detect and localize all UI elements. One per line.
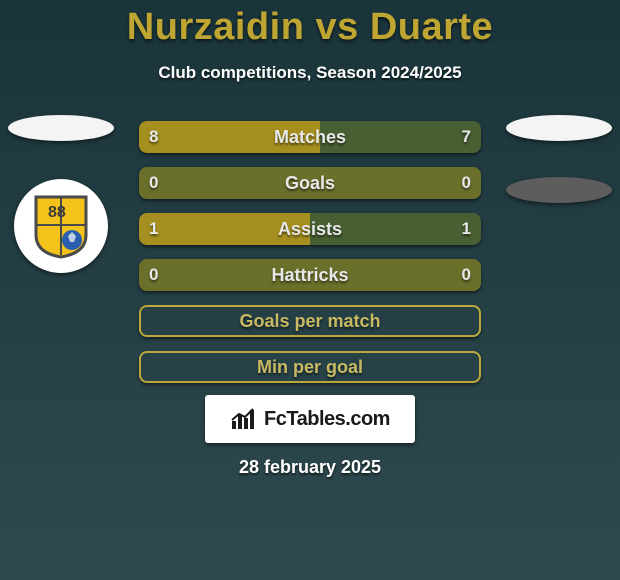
bar-left-fill	[139, 213, 310, 245]
stats-bars: Matches87 Goals00 Assists11 Hattricks00 Goal…	[139, 121, 481, 383]
badge-number: 88	[48, 204, 66, 221]
compare-area: 88 Matches87 Goals00 Assists11 Hattricks00 G…	[0, 121, 620, 383]
content-wrapper: Nurzaidin vs Duarte Club competitions, S…	[0, 0, 620, 580]
brand-badge: FcTables.com	[205, 395, 415, 443]
bar-right-fill	[310, 167, 481, 199]
vs-text: vs	[315, 6, 358, 48]
stat-row-empty-1: Min per goal	[139, 351, 481, 383]
bar-track	[139, 167, 481, 199]
player2-name: Duarte	[370, 6, 493, 48]
bar-right-fill	[310, 213, 481, 245]
bar-track	[139, 259, 481, 291]
right-player-column	[504, 115, 614, 203]
bar-right-fill	[310, 259, 481, 291]
bar-left-fill	[139, 259, 310, 291]
player1-club-badge: 88	[14, 179, 108, 273]
player2-photo-placeholder	[506, 115, 612, 141]
bar-track	[139, 213, 481, 245]
player1-photo-placeholder	[8, 115, 114, 141]
player2-club-placeholder	[506, 177, 612, 203]
bar-track	[139, 121, 481, 153]
stat-row-hattricks: Hattricks00	[139, 259, 481, 291]
player1-name: Nurzaidin	[127, 6, 305, 48]
bar-left-fill	[139, 121, 320, 153]
stat-row-goals: Goals00	[139, 167, 481, 199]
bar-left-fill	[139, 167, 310, 199]
subtitle: Club competitions, Season 2024/2025	[158, 63, 461, 83]
brand-text: FcTables.com	[264, 408, 390, 431]
page-title: Nurzaidin vs Duarte	[127, 6, 493, 49]
left-player-column: 88	[6, 115, 116, 273]
brand-chart-icon	[230, 407, 258, 431]
stat-row-assists: Assists11	[139, 213, 481, 245]
club-badge-icon: 88	[26, 191, 96, 261]
stat-row-empty-0: Goals per match	[139, 305, 481, 337]
date-label: 28 february 2025	[239, 457, 381, 478]
bar-right-fill	[320, 121, 481, 153]
stat-row-matches: Matches87	[139, 121, 481, 153]
